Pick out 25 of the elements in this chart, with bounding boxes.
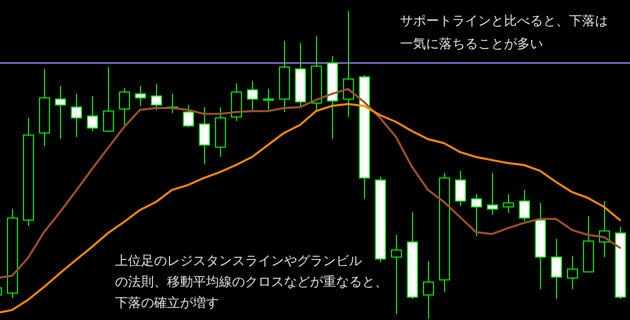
annotation: サポートラインと比べると、下落は bbox=[400, 14, 608, 29]
candlestick bbox=[503, 193, 514, 214]
candlestick bbox=[263, 88, 274, 110]
candlestick bbox=[471, 193, 482, 237]
candlestick bbox=[87, 96, 98, 132]
candlestick bbox=[455, 170, 466, 206]
candlestick bbox=[183, 104, 194, 128]
candlestick bbox=[119, 88, 130, 126]
candlestick bbox=[103, 66, 114, 133]
candlestick bbox=[423, 260, 434, 320]
candlestick bbox=[135, 86, 146, 106]
annotation: の法則、移動平均線のクロスなどが重なると、 bbox=[115, 275, 388, 290]
annotation: 上位足のレジスタンスラインやグランビル bbox=[115, 254, 362, 269]
annotation: 一気に落ちることが多い bbox=[400, 37, 543, 52]
candlestick bbox=[199, 106, 210, 165]
candlestick bbox=[487, 172, 498, 216]
candlestick bbox=[55, 86, 66, 140]
candlestick bbox=[519, 189, 530, 222]
candlestick bbox=[151, 83, 162, 110]
annotation: 下落の確立が増す bbox=[115, 296, 219, 311]
candlestick bbox=[247, 80, 258, 110]
candlestick bbox=[71, 93, 82, 138]
candlestick bbox=[567, 255, 578, 290]
candlestick bbox=[391, 234, 402, 315]
candlestick bbox=[551, 238, 562, 300]
